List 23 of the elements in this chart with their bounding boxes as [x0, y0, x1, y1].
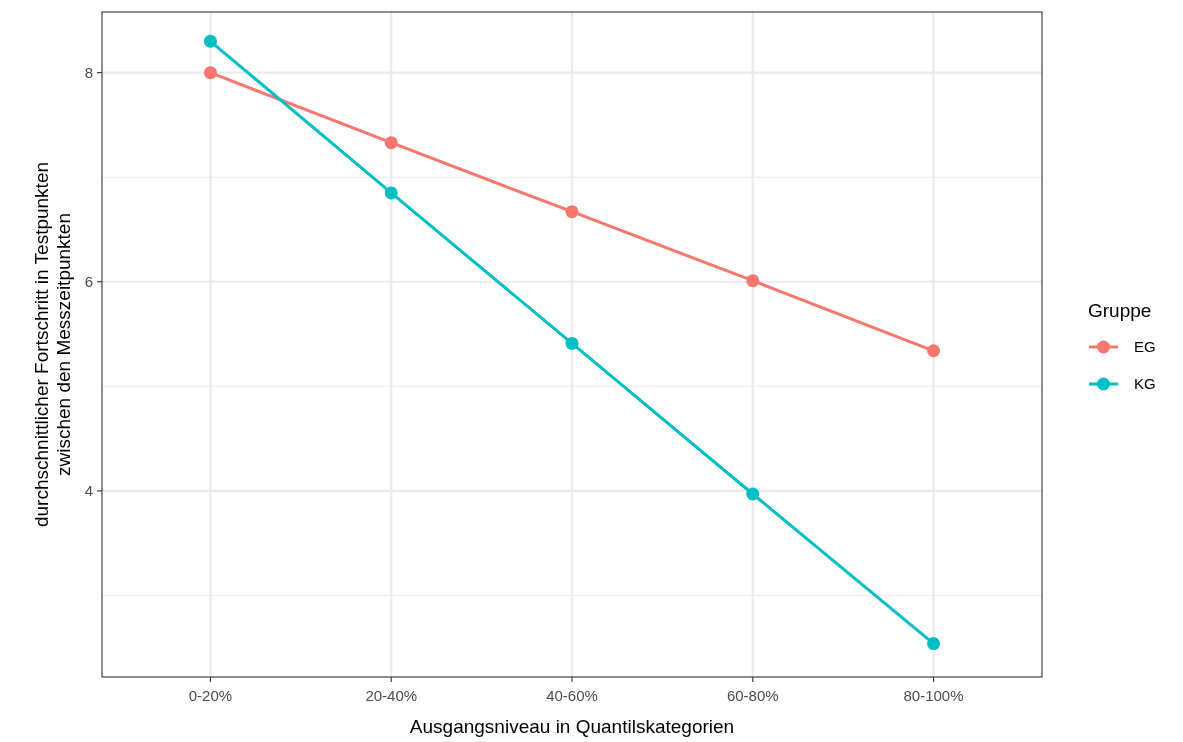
y-axis-title: durchschnittlicher Fortschritt in Testpunkten zwischen den Messzeitpunkten — [31, 161, 74, 528]
point — [384, 136, 398, 150]
y-tick-label: 8 — [84, 63, 93, 81]
point — [927, 637, 941, 651]
point — [927, 344, 941, 358]
point — [203, 34, 217, 48]
point — [746, 487, 760, 501]
legend-label: EG — [1134, 338, 1156, 356]
point — [203, 66, 217, 80]
x-tick-label: 80-100% — [903, 687, 964, 704]
point — [565, 336, 579, 350]
y-tick-label: 4 — [84, 482, 93, 500]
point — [565, 205, 579, 219]
legend-title: Gruppe — [1088, 300, 1152, 321]
x-tick-label: 20-40% — [365, 687, 418, 704]
x-tick-label: 60-80% — [726, 687, 779, 704]
point — [746, 274, 760, 288]
x-tick-label: 40-60% — [546, 687, 598, 704]
point — [384, 186, 398, 200]
x-axis-title: Ausgangsniveau in Quantilskategorien — [409, 716, 735, 737]
legend-label: KG — [1134, 375, 1156, 393]
y-tick-label: 6 — [84, 273, 93, 291]
x-tick-label: 0-20% — [188, 687, 233, 704]
